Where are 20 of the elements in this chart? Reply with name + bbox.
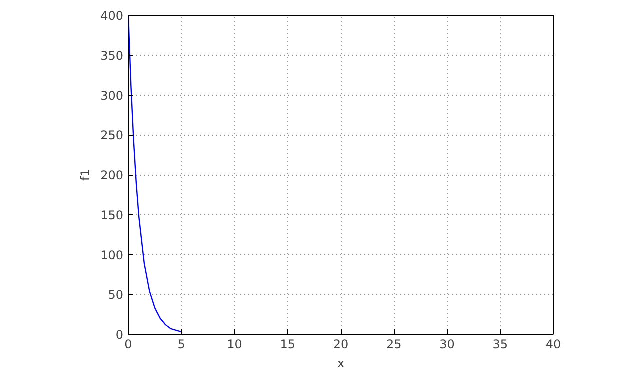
x-tick-label: 20 <box>333 338 349 352</box>
y-axis-title: f1 <box>78 169 93 181</box>
y-tick-label: 250 <box>100 128 124 143</box>
y-tick-label: 350 <box>100 48 124 63</box>
x-tick-label: 35 <box>492 338 508 352</box>
x-tick-label: 40 <box>546 338 562 352</box>
x-tick-label: 30 <box>440 338 455 352</box>
x-tick-label: 5 <box>178 338 186 352</box>
y-tick-label: 150 <box>100 208 124 222</box>
x-tick-label: 0 <box>124 338 132 352</box>
x-tick-label: 15 <box>280 338 296 352</box>
y-tick-label: 50 <box>108 288 124 302</box>
y-tick-label: 200 <box>100 168 124 182</box>
y-tick-label: 300 <box>100 88 124 103</box>
y-tick-label: 100 <box>100 248 124 262</box>
x-axis-title: x <box>337 356 345 370</box>
x-tick-label: 10 <box>227 338 242 352</box>
y-tick-label: 0 <box>116 328 124 342</box>
x-tick-label: 25 <box>386 338 402 352</box>
y-tick-label: 400 <box>100 9 124 23</box>
